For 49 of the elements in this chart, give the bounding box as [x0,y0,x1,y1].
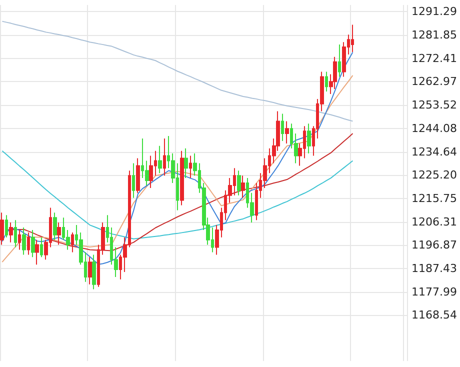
candlestick [22,227,26,256]
candlestick [325,71,328,92]
candlestick [158,145,162,174]
y-tick-label: 1225.20 [412,168,458,182]
y-tick-label: 1291.29 [412,5,458,18]
candlestick [71,232,74,253]
candlestick [149,155,153,188]
y-tick-label: 1272.41 [412,52,458,65]
y-tick-label: 1168.54 [412,308,458,322]
y-tick-label: 1244.08 [412,122,458,135]
candlestick [0,212,4,246]
y-tick-label: 1234.64 [412,145,458,158]
candlestick [18,229,21,250]
candlestick [31,229,35,258]
candlestick [189,155,192,179]
y-tick-label: 1281.85 [412,28,458,42]
candlestick [92,254,96,290]
y-tick-label: 1196.87 [412,238,458,252]
candlestick [35,239,39,266]
y-tick-label: 1262.97 [412,75,458,88]
y-tick-label: 1187.43 [412,262,458,275]
candlestick [351,24,354,52]
candlestick [136,158,140,194]
candlestick [88,256,92,285]
candlestick [27,232,30,256]
candlestick [14,220,17,248]
candlestick [40,236,43,258]
candlestick [5,214,8,238]
candlestick [241,175,245,198]
y-tick-label: 1177.99 [412,285,458,298]
candlestick [184,148,188,179]
y-tick-label: 1253.52 [412,98,458,112]
line-series [2,150,354,240]
candlestick [285,120,289,144]
candlestick [333,56,337,90]
candlestick [53,212,57,240]
candlestick [307,123,311,154]
candlestick [281,113,284,142]
candlestick [132,162,135,198]
y-tick-label: 1215.75 [412,192,458,205]
candlestick [180,150,184,206]
candlestick [57,222,61,246]
candlestick [237,170,241,196]
candlestick [163,138,166,176]
y-tick-label: 1206.31 [412,215,458,228]
candlestick [9,222,13,243]
line-series [6,133,354,252]
candlestick [338,44,341,78]
line-series [2,20,354,122]
